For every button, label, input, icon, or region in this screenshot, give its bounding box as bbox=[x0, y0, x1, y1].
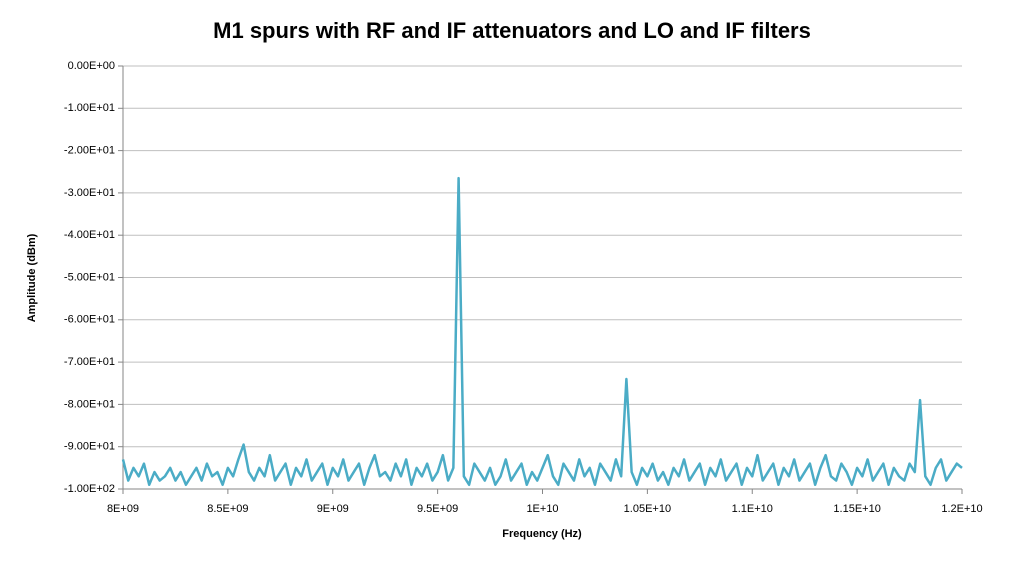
y-tick-label: -7.00E+01 bbox=[64, 356, 115, 368]
x-axis-title: Frequency (Hz) bbox=[502, 528, 582, 540]
x-tick-label: 1E+10 bbox=[526, 503, 558, 515]
y-tick-label: -9.00E+01 bbox=[64, 441, 115, 453]
y-tick-label: 0.00E+00 bbox=[68, 60, 115, 72]
x-tick-label: 1.2E+10 bbox=[941, 503, 982, 515]
x-tick-label: 1.15E+10 bbox=[833, 503, 880, 515]
x-tick-label: 9E+09 bbox=[317, 503, 349, 515]
y-tick-label: -1.00E+02 bbox=[64, 483, 115, 495]
data-line bbox=[121, 176, 963, 487]
x-tick-label: 8.5E+09 bbox=[207, 503, 248, 515]
y-axis-title: Amplitude (dBm) bbox=[26, 233, 38, 322]
y-tick-label: -4.00E+01 bbox=[64, 229, 115, 241]
y-tick-label: -6.00E+01 bbox=[64, 314, 115, 326]
x-tick-label: 8E+09 bbox=[107, 503, 139, 515]
y-tick-label: -5.00E+01 bbox=[64, 271, 115, 283]
x-tick-label: 1.05E+10 bbox=[624, 503, 671, 515]
y-tick-label: -3.00E+01 bbox=[64, 187, 115, 199]
y-tick-label: -2.00E+01 bbox=[64, 145, 115, 157]
x-tick-label: 1.1E+10 bbox=[732, 503, 773, 515]
y-tick-label: -1.00E+01 bbox=[64, 102, 115, 114]
x-tick-label: 9.5E+09 bbox=[417, 503, 458, 515]
y-tick-label: -8.00E+01 bbox=[64, 398, 115, 410]
chart-title: M1 spurs with RF and IF attenuators and … bbox=[213, 18, 811, 43]
